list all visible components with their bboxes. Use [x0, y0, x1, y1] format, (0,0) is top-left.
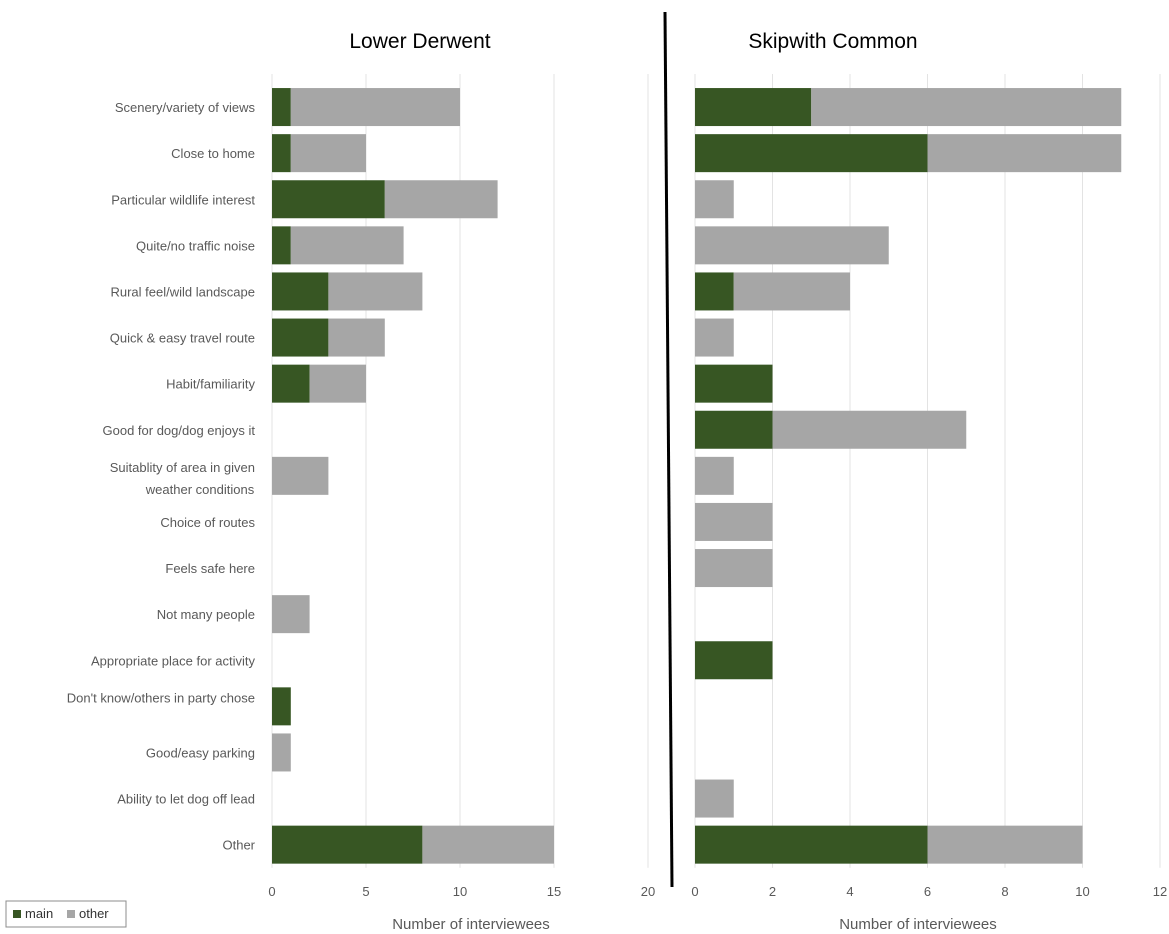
category-label-close-to-home: Close to home	[171, 146, 255, 161]
right-tick-label-2: 2	[769, 884, 776, 899]
category-label-quick-easy-travel-route: Quick & easy travel route	[110, 331, 255, 346]
left-bar-other-quick-easy-travel-route	[328, 318, 385, 357]
left-bar-main-habit-familiarity	[272, 364, 310, 403]
right-tick-label-12: 12	[1153, 884, 1167, 899]
left-bar-other-rural-feel-wild-landscape	[328, 272, 423, 311]
right-bar-other-quite-no-traffic-noise	[695, 226, 889, 265]
left-tick-label-15: 15	[547, 884, 561, 899]
right-gridlines	[694, 74, 1161, 868]
category-label-suitablity-of-area-in-given-weather-conditions: Suitablity of area in given weather condi…	[110, 460, 255, 497]
right-bar-other-rural-feel-wild-landscape	[733, 272, 850, 311]
category-label-habit-familiarity: Habit/familiarity	[166, 377, 255, 392]
right-bar-other-suitablity-of-area-in-given-weather-conditions	[695, 456, 734, 495]
right-bar-other-particular-wildlife-interest	[695, 180, 734, 219]
left-bar-other-other	[422, 825, 554, 864]
right-bar-main-other	[695, 825, 928, 864]
legend-label-main: main	[25, 906, 53, 921]
category-label-not-many-people: Not many people	[157, 607, 255, 622]
panel-skipwith-common: 0 2 4 6 8 10 12 Skipwith Common Number of inte…	[691, 30, 1167, 933]
right-bar-main-habit-familiarity	[695, 364, 773, 403]
left-bar-other-habit-familiarity	[309, 364, 366, 403]
left-bar-other-not-many-people	[272, 595, 310, 634]
left-panel-title: Lower Derwent	[349, 30, 490, 53]
right-bar-main-scenery-variety-of-views	[695, 88, 812, 127]
left-bar-other-particular-wildlife-interest	[384, 180, 498, 219]
category-label-good-for-dog-dog-enjoys-it: Good for dog/dog enjoys it	[103, 423, 256, 438]
right-bar-main-rural-feel-wild-landscape	[695, 272, 734, 311]
category-label-other: Other	[222, 838, 255, 853]
left-tick-labels: 0 5 10 15 20	[268, 884, 655, 899]
panel-divider-line	[663, 11, 674, 888]
category-label-rural-feel-wild-landscape: Rural feel/wild landscape	[110, 284, 255, 299]
left-bar-other-quite-no-traffic-noise	[290, 226, 404, 265]
left-bar-main-quite-no-traffic-noise	[272, 226, 291, 265]
right-tick-label-10: 10	[1075, 884, 1089, 899]
left-x-axis-title: Number of interviewees	[392, 916, 550, 933]
left-bar-other-suitablity-of-area-in-given-weather-conditions	[272, 456, 329, 495]
right-bar-other-ability-to-let-dog-off-lead	[695, 779, 734, 818]
right-bar-main-appropriate-place-for-activity	[695, 641, 773, 680]
right-tick-label-4: 4	[846, 884, 853, 899]
category-label-particular-wildlife-interest: Particular wildlife interest	[111, 192, 255, 207]
right-bars	[695, 88, 1122, 864]
category-label-feels-safe-here: Feels safe here	[165, 561, 255, 576]
legend-label-other: other	[79, 906, 109, 921]
right-bar-other-quick-easy-travel-route	[695, 318, 734, 357]
left-bar-main-quick-easy-travel-route	[272, 318, 329, 357]
category-label-quite-no-traffic-noise: Quite/no traffic noise	[136, 238, 255, 253]
legend-swatch-main	[13, 910, 21, 918]
left-bar-main-other	[272, 825, 423, 864]
left-bar-other-scenery-variety-of-views	[290, 88, 460, 127]
right-bar-other-close-to-home	[927, 134, 1122, 173]
category-label-appropriate-place-for-activity: Appropriate place for activity	[91, 653, 256, 668]
legend: main other	[5, 900, 127, 928]
category-label-don-t-know-others-in-party-chose: Don't know/others in party chose	[67, 690, 255, 705]
left-bar-main-don-t-know-others-in-party-chose	[272, 687, 291, 726]
category-labels: Scenery/variety of views Close to home Par…	[67, 100, 256, 853]
left-bar-main-rural-feel-wild-landscape	[272, 272, 329, 311]
left-bar-main-particular-wildlife-interest	[272, 180, 385, 219]
right-tick-label-0: 0	[691, 884, 698, 899]
right-x-axis-title: Number of interviewees	[839, 916, 997, 933]
left-bars	[272, 88, 554, 864]
legend-box	[5, 900, 127, 928]
right-bar-other-good-for-dog-dog-enjoys-it	[772, 410, 967, 449]
right-bar-other-feels-safe-here	[695, 549, 773, 588]
right-bar-other-choice-of-routes	[695, 502, 773, 541]
category-label-choice-of-routes: Choice of routes	[160, 515, 255, 530]
right-bar-main-good-for-dog-dog-enjoys-it	[695, 410, 773, 449]
left-bar-other-close-to-home	[290, 134, 366, 173]
left-tick-label-20: 20	[641, 884, 655, 899]
left-bar-main-scenery-variety-of-views	[272, 88, 291, 127]
right-bar-other-other	[927, 825, 1083, 864]
left-tick-label-0: 0	[268, 884, 275, 899]
category-label-ability-to-let-dog-off-lead: Ability to let dog off lead	[117, 792, 255, 807]
right-tick-labels: 0 2 4 6 8 10 12	[691, 884, 1167, 899]
right-bar-main-close-to-home	[695, 134, 928, 173]
category-label-scenery-variety-of-views: Scenery/variety of views	[115, 100, 256, 115]
legend-swatch-other	[67, 910, 75, 918]
left-tick-label-10: 10	[453, 884, 467, 899]
panel-lower-derwent: 0 5 10 15 20 Lower Derwent Number of intervi…	[268, 30, 655, 933]
left-bar-other-good-easy-parking	[272, 733, 291, 772]
right-bar-other-scenery-variety-of-views	[811, 88, 1122, 127]
right-tick-label-8: 8	[1001, 884, 1008, 899]
category-label-good-easy-parking: Good/easy parking	[146, 745, 255, 760]
left-bar-main-close-to-home	[272, 134, 291, 173]
right-panel-title: Skipwith Common	[748, 30, 917, 53]
left-tick-label-5: 5	[362, 884, 369, 899]
right-tick-label-6: 6	[924, 884, 931, 899]
